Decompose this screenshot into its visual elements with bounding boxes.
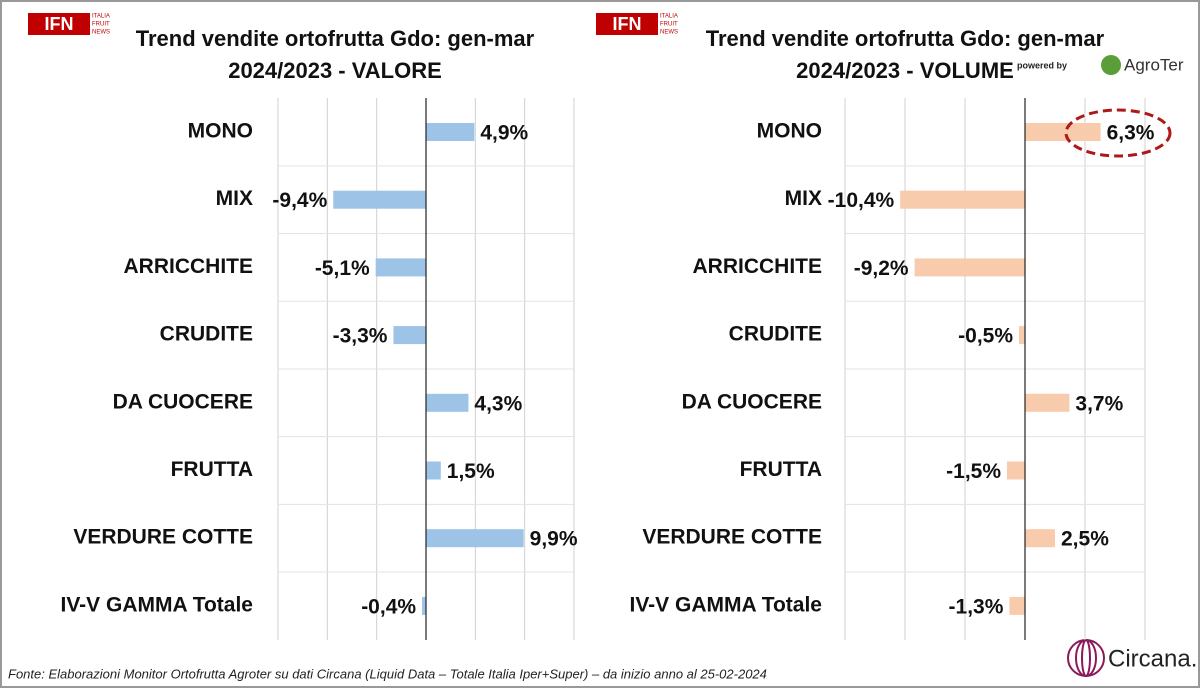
category-label: ARRICCHITE [124, 255, 254, 278]
chart-title: Trend vendite ortofrutta Gdo: gen-mar [136, 26, 535, 51]
category-label: VERDURE COTTE [73, 526, 253, 549]
value-label: -10,4% [828, 189, 895, 212]
logo-tag: FRUIT [660, 22, 678, 28]
bar [426, 123, 475, 141]
chart-title: 2024/2023 - VALORE [228, 58, 442, 83]
logo-tag: FRUIT [92, 22, 110, 28]
bar [333, 190, 426, 209]
value-label: 1,5% [447, 460, 495, 483]
bar [1025, 393, 1070, 412]
bar [1019, 326, 1025, 345]
category-label: IV-V GAMMA Totale [629, 593, 822, 616]
bar [426, 461, 441, 480]
bar [375, 258, 426, 277]
category-label: VERDURE COTTE [642, 526, 822, 549]
category-label: DA CUOCERE [682, 390, 822, 413]
bar [1007, 461, 1025, 480]
powered-by: powered by [1017, 60, 1067, 70]
category-label: CRUDITE [729, 323, 822, 346]
value-label: 4,9% [480, 122, 528, 145]
circana-icon [1067, 639, 1105, 677]
source-note: Fonte: Elaborazioni Monitor Ortofrutta A… [8, 666, 767, 681]
logo-tag: ITALIA [660, 14, 678, 20]
category-label: IV-V GAMMA Totale [60, 593, 253, 616]
ifn-logo: IFN ITALIA FRUIT NEWS [596, 13, 678, 36]
category-label: FRUTTA [171, 458, 253, 481]
bar [393, 326, 426, 345]
bar [1009, 596, 1025, 615]
value-label: -9,2% [854, 257, 909, 280]
value-label: -5,1% [315, 257, 370, 280]
category-label: MIX [785, 187, 822, 210]
value-label: -3,3% [333, 325, 388, 348]
bar [914, 258, 1025, 277]
value-label: 3,7% [1075, 392, 1123, 415]
category-label: ARRICCHITE [693, 255, 823, 278]
chart-title: 2024/2023 - VOLUME [796, 58, 1014, 83]
partner: AgroTer [1124, 55, 1184, 74]
chart-title: Trend vendite ortofrutta Gdo: gen-mar [706, 26, 1105, 51]
bar [1025, 123, 1101, 141]
value-label: -0,5% [958, 325, 1013, 348]
value-label: -1,5% [946, 460, 1001, 483]
highlight-ellipse [1064, 108, 1172, 158]
logo-name: IFN [613, 14, 642, 34]
value-label: -9,4% [272, 189, 327, 212]
logo-tag: ITALIA [92, 14, 110, 20]
category-label: CRUDITE [160, 323, 253, 346]
bar [426, 393, 469, 412]
value-label: -0,4% [361, 595, 416, 618]
value-label: 9,9% [530, 528, 578, 551]
logo-tag: NEWS [92, 30, 110, 36]
category-label: MONO [757, 120, 822, 143]
bar [900, 190, 1025, 209]
category-label: MIX [216, 187, 253, 210]
value-label: -1,3% [949, 595, 1004, 618]
category-label: FRUTTA [740, 458, 822, 481]
bar [1025, 529, 1055, 548]
value-label: 2,5% [1061, 528, 1109, 551]
category-label: MONO [188, 120, 253, 143]
value-label: 4,3% [474, 392, 522, 415]
logo-name: IFN [45, 14, 74, 34]
ifn-logo: IFN ITALIA FRUIT NEWS [28, 13, 110, 36]
bar [426, 529, 524, 548]
logo-tag: NEWS [660, 30, 678, 36]
agroter-icon [1101, 55, 1121, 75]
value-label: 6,3% [1107, 122, 1155, 145]
brand: Circana. [1108, 645, 1197, 672]
category-label: DA CUOCERE [113, 390, 253, 413]
bar [422, 596, 426, 615]
